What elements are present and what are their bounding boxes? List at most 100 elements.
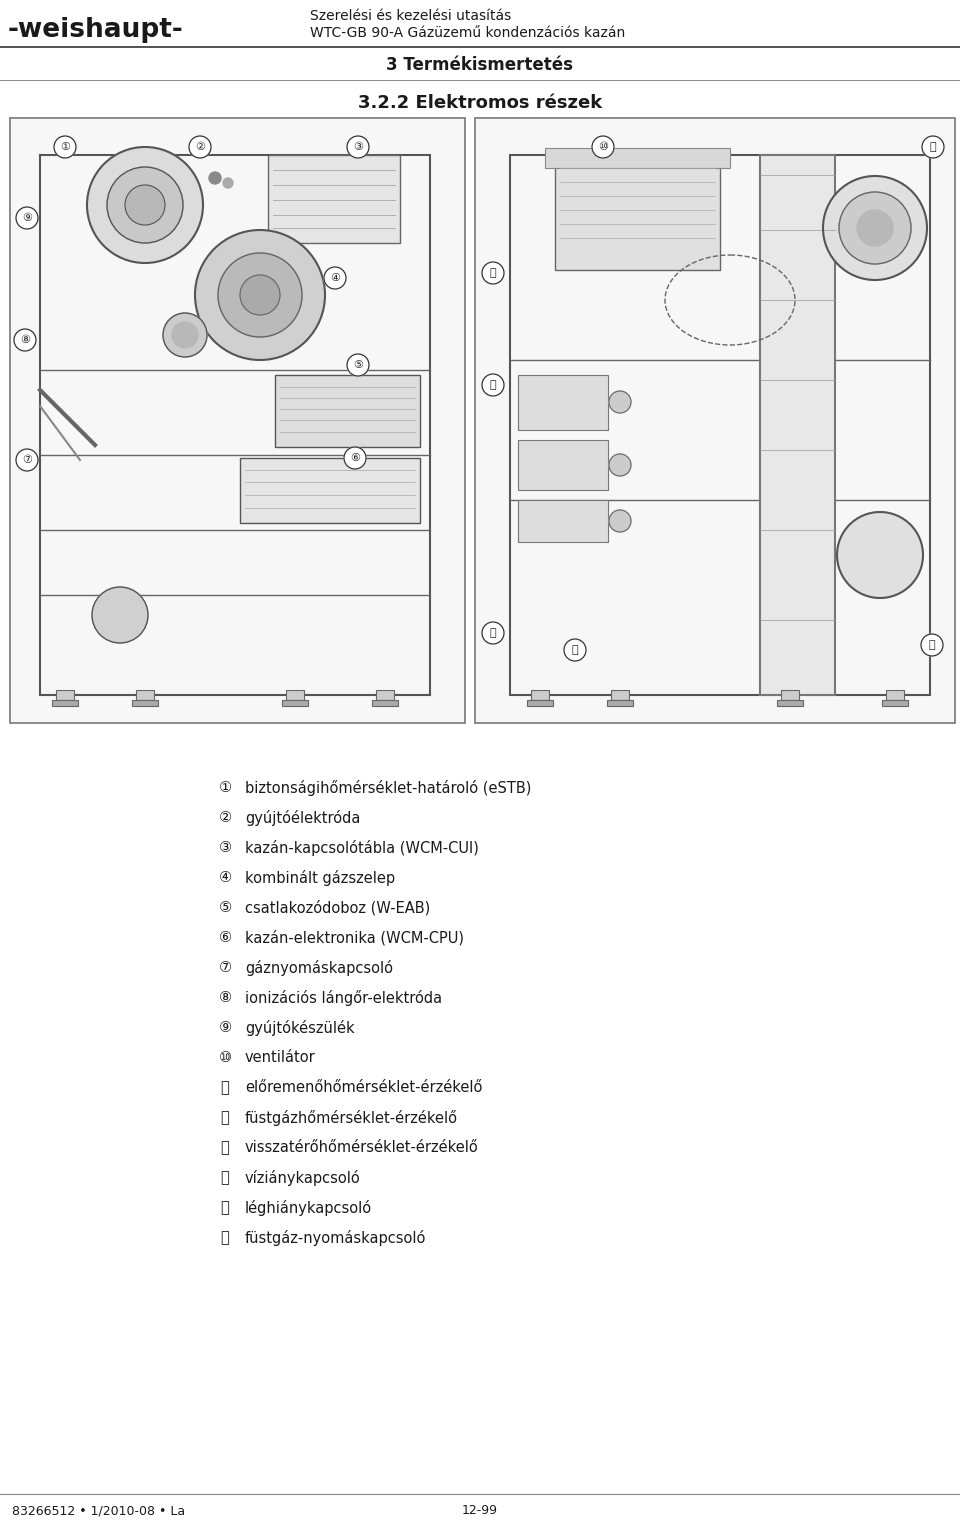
Circle shape — [839, 192, 911, 264]
Circle shape — [189, 136, 211, 159]
Text: ⑩: ⑩ — [219, 1051, 231, 1066]
Bar — [240, 458, 420, 523]
Text: WTC-GB 90-A Gázüzemű kondenzációs kazán: WTC-GB 90-A Gázüzemű kondenzációs kazán — [310, 26, 625, 40]
Text: ③: ③ — [219, 840, 231, 856]
Text: gyújtóélektróda: gyújtóélektróda — [245, 810, 360, 827]
Circle shape — [609, 509, 631, 532]
Circle shape — [240, 274, 280, 316]
Text: ⑥: ⑥ — [350, 453, 360, 464]
Text: kazán-kapcsolótábla (WCM-CUI): kazán-kapcsolótábla (WCM-CUI) — [245, 840, 479, 856]
Text: ⑯: ⑯ — [490, 268, 496, 278]
Circle shape — [172, 322, 198, 348]
Text: ⑤: ⑤ — [219, 900, 231, 915]
Text: ⑭: ⑭ — [490, 628, 496, 637]
Circle shape — [223, 178, 233, 188]
Text: ①: ① — [219, 781, 231, 796]
Text: ⑥: ⑥ — [219, 930, 231, 946]
Text: ⑬: ⑬ — [572, 645, 578, 656]
Bar — [760, 156, 835, 695]
Text: ⑦: ⑦ — [22, 454, 32, 465]
Text: kombinált gázszelep: kombinált gázszelep — [245, 869, 396, 886]
Bar — [518, 441, 608, 490]
Text: kazán-elektronika (WCM-CPU): kazán-elektronika (WCM-CPU) — [245, 930, 464, 946]
Text: ②: ② — [219, 810, 231, 825]
Text: ⑫: ⑫ — [221, 1110, 229, 1125]
Circle shape — [92, 587, 148, 644]
Bar — [56, 689, 74, 700]
Circle shape — [609, 454, 631, 476]
Text: ①: ① — [60, 142, 70, 152]
Circle shape — [482, 622, 504, 644]
Bar — [886, 689, 904, 700]
Text: ⑪: ⑪ — [929, 142, 936, 152]
Circle shape — [592, 136, 614, 159]
Text: ⑭: ⑭ — [221, 1171, 229, 1185]
Circle shape — [163, 313, 207, 357]
Bar — [555, 156, 720, 270]
Circle shape — [857, 210, 893, 246]
Bar — [475, 117, 955, 723]
Text: füstgázhőmérséklet-érzékelő: füstgázhőmérséklet-érzékelő — [245, 1110, 458, 1125]
Bar — [132, 700, 158, 706]
Text: ventilátor: ventilátor — [245, 1051, 316, 1066]
Bar — [372, 700, 398, 706]
Bar — [518, 375, 608, 430]
Circle shape — [87, 146, 203, 262]
Text: Szerelési és kezelési utasítás: Szerelési és kezelési utasítás — [310, 9, 512, 23]
Bar — [10, 117, 465, 723]
Bar — [545, 148, 730, 168]
Bar — [286, 689, 304, 700]
Text: víziánykapcsoló: víziánykapcsoló — [245, 1170, 361, 1186]
Text: ⑤: ⑤ — [353, 360, 363, 371]
Circle shape — [347, 354, 369, 377]
Circle shape — [482, 262, 504, 284]
Circle shape — [14, 329, 36, 351]
Bar — [607, 700, 633, 706]
Bar — [518, 500, 608, 541]
Bar — [282, 700, 308, 706]
Bar — [777, 700, 803, 706]
Bar — [268, 156, 400, 242]
Text: ③: ③ — [353, 142, 363, 152]
Circle shape — [823, 175, 927, 281]
Circle shape — [324, 267, 346, 290]
Text: ionizációs lángőr-elektróda: ionizációs lángőr-elektróda — [245, 990, 443, 1006]
Circle shape — [218, 253, 302, 337]
Bar — [781, 689, 799, 700]
Text: ⑮: ⑮ — [221, 1200, 229, 1215]
Circle shape — [564, 639, 586, 660]
Bar — [275, 375, 420, 447]
Text: ⑬: ⑬ — [221, 1141, 229, 1156]
Text: ⑦: ⑦ — [219, 961, 231, 976]
Text: -weishaupt-: -weishaupt- — [8, 17, 183, 43]
Circle shape — [107, 168, 183, 242]
Text: előremenőhőmérséklet-érzékelő: előremenőhőmérséklet-érzékelő — [245, 1081, 482, 1095]
Text: ④: ④ — [219, 871, 231, 886]
Text: biztonságihőmérséklet-határoló (eSTB): biztonságihőmérséklet-határoló (eSTB) — [245, 779, 532, 796]
Text: ⑨: ⑨ — [22, 214, 32, 223]
Bar — [136, 689, 154, 700]
Text: visszatérőhőmérséklet-érzékelő: visszatérőhőmérséklet-érzékelő — [245, 1141, 479, 1156]
Bar — [52, 700, 78, 706]
Text: ④: ④ — [330, 273, 340, 284]
Circle shape — [922, 136, 944, 159]
Text: ⑫: ⑫ — [928, 640, 935, 650]
Text: 83266512 • 1/2010-08 • La: 83266512 • 1/2010-08 • La — [12, 1505, 185, 1517]
Circle shape — [609, 390, 631, 413]
Circle shape — [209, 172, 221, 185]
Text: ⑨: ⑨ — [219, 1020, 231, 1035]
Circle shape — [837, 512, 923, 598]
Circle shape — [195, 230, 325, 360]
Circle shape — [125, 185, 165, 226]
Circle shape — [344, 447, 366, 470]
Bar — [510, 156, 930, 695]
Bar — [611, 689, 629, 700]
Text: ⑯: ⑯ — [221, 1231, 229, 1246]
Text: gyújtókészülék: gyújtókészülék — [245, 1020, 354, 1035]
Text: gáznyomáskapcsoló: gáznyomáskapcsoló — [245, 961, 393, 976]
Text: léghiánykapcsoló: léghiánykapcsoló — [245, 1200, 372, 1215]
Text: ⑮: ⑮ — [490, 380, 496, 390]
Text: füstgáz-nyomáskapcsoló: füstgáz-nyomáskapcsoló — [245, 1231, 426, 1246]
Text: ⑩: ⑩ — [598, 142, 608, 152]
Bar — [40, 156, 430, 695]
